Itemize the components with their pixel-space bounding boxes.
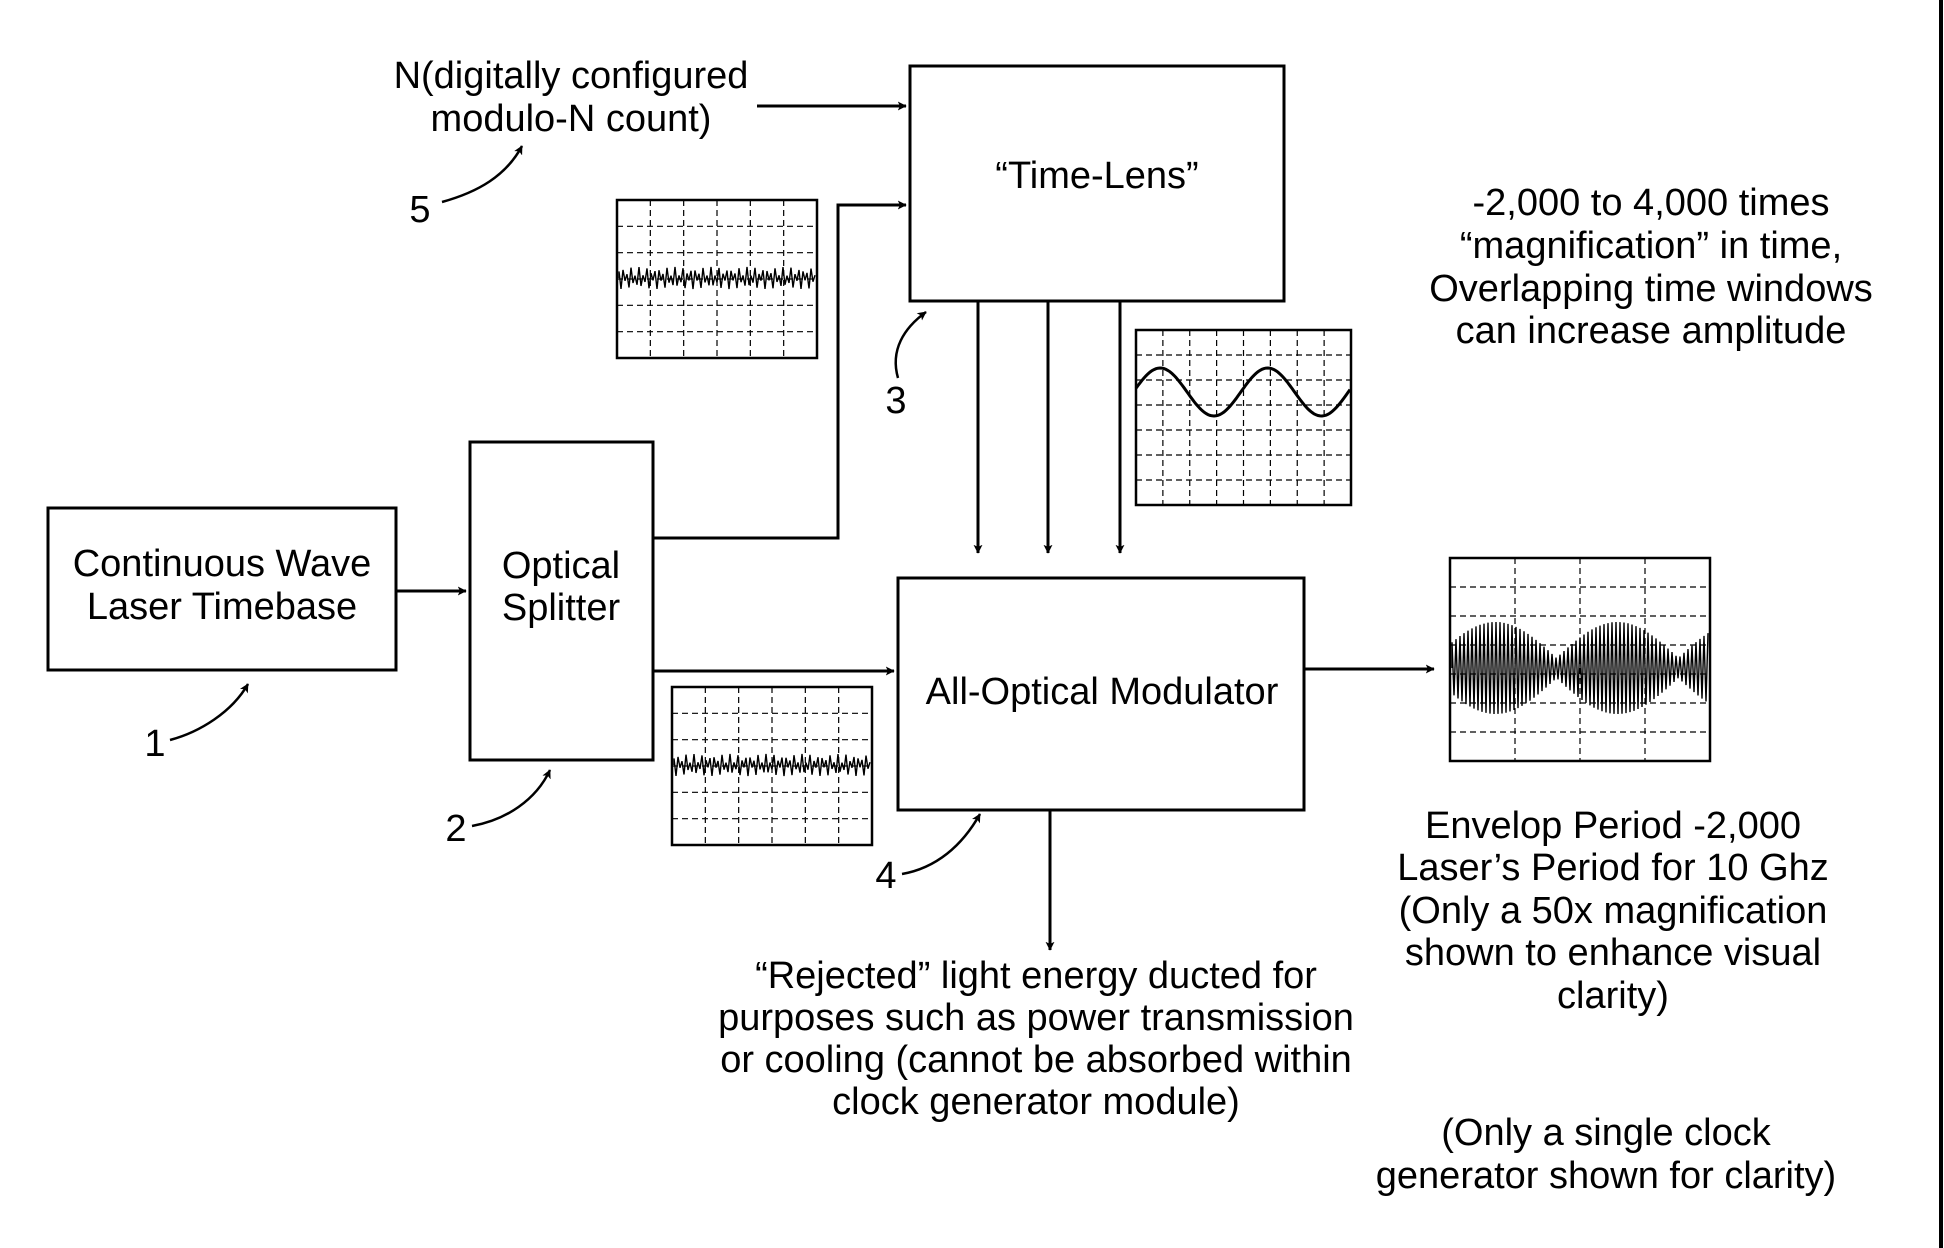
single-clock-note: (Only a single clock generator shown for… [1376,1112,1836,1197]
ref-4-leader [902,814,980,874]
envelope-note-line4: shown to enhance visual [1405,932,1821,974]
ref-numeral-4: 4 [875,855,896,897]
laser-block-line1: Continuous Wave [73,543,372,585]
time-lens-block: “Time-Lens” [910,66,1284,301]
rejected-light-note: “Rejected” light energy ducted for purpo… [718,955,1354,1123]
ref-2-leader [472,770,550,826]
ref-numeral-5: 5 [409,189,430,231]
magnification-note-line2: “magnification” in time, [1460,225,1842,267]
envelope-note-line5: clarity) [1557,975,1669,1017]
time-lens-label: “Time-Lens” [995,155,1198,197]
n-count-label-line1: N(digitally configured [394,55,749,97]
modulator-label: All-Optical Modulator [926,671,1279,713]
scope-envelope-output [1450,558,1710,761]
rejected-note-line3: or cooling (cannot be absorbed within [720,1039,1352,1081]
magnification-note-line1: -2,000 to 4,000 times [1473,182,1830,224]
all-optical-modulator-block: All-Optical Modulator [898,578,1304,810]
laser-timebase-block: Continuous Wave Laser Timebase [48,508,396,670]
rejected-note-line2: purposes such as power transmission [718,997,1354,1039]
rejected-note-line4: clock generator module) [832,1081,1240,1123]
splitter-block-line1: Optical [502,545,620,587]
ref-numeral-1: 1 [144,723,165,765]
splitter-block-line2: Splitter [502,587,621,629]
ref-5-leader [442,146,522,202]
rejected-note-line1: “Rejected” light energy ducted for [755,955,1317,997]
scope-modulator-input [672,687,872,845]
scope-time-lens-input [617,200,817,358]
scope-sine-control [1136,330,1351,505]
ref-numeral-3: 3 [885,380,906,422]
n-count-label-line2: modulo-N count) [431,98,712,140]
single-clock-note-line1: (Only a single clock [1441,1112,1771,1154]
envelope-period-note: Envelop Period -2,000 Laser’s Period for… [1397,805,1829,1017]
laser-block-line2: Laser Timebase [87,586,357,628]
ref-3-leader [896,312,926,378]
magnification-note-line4: can increase amplitude [1456,310,1847,352]
single-clock-note-line2: generator shown for clarity) [1376,1155,1836,1197]
envelope-note-line1: Envelop Period -2,000 [1425,805,1801,847]
envelope-note-line3: (Only a 50x magnification [1399,890,1828,932]
magnification-note: -2,000 to 4,000 times “magnification” in… [1429,182,1873,352]
optical-splitter-block: Optical Splitter [470,442,653,760]
envelope-note-line2: Laser’s Period for 10 Ghz [1397,847,1829,889]
magnification-note-line3: Overlapping time windows [1429,268,1873,310]
ref-1-leader [170,684,248,740]
ref-numeral-2: 2 [445,808,466,850]
